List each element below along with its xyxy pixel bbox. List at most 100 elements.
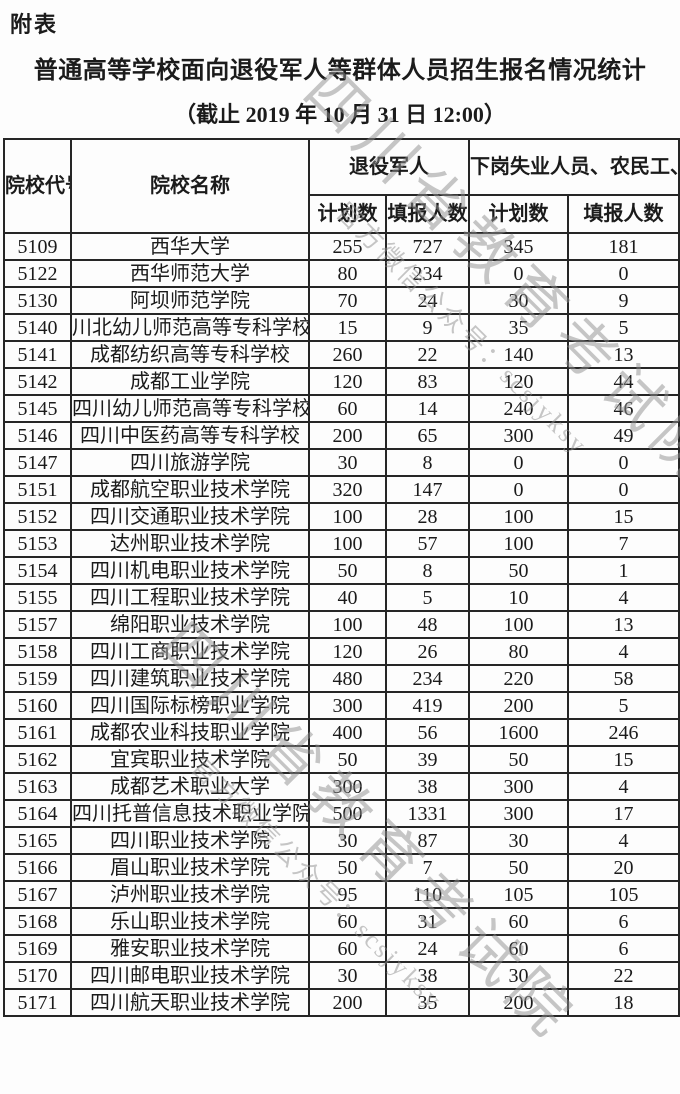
table-row: 5165 四川职业技术学院 30 87 30 4: [3, 826, 680, 855]
filled-count-workers: 13: [567, 610, 680, 639]
plan-count-veterans: 50: [308, 556, 387, 585]
filled-count-workers: 22: [567, 961, 680, 990]
table-row: 5159 四川建筑职业技术学院 480 234 220 58: [3, 664, 680, 693]
plan-count-veterans: 60: [308, 934, 387, 963]
plan-count-workers: 30: [468, 961, 569, 990]
table-row: 5109 西华大学 255 727 345 181: [3, 232, 680, 261]
college-name: 四川旅游学院: [70, 448, 310, 477]
plan-count-veterans: 40: [308, 583, 387, 612]
plan-count-workers: 200: [468, 691, 569, 720]
college-name: 四川工商职业技术学院: [70, 637, 310, 666]
filled-count-workers: 20: [567, 853, 680, 882]
filled-count-workers: 18: [567, 988, 680, 1017]
plan-count-workers: 80: [468, 637, 569, 666]
college-name: 四川航天职业技术学院: [70, 988, 310, 1017]
plan-count-workers: 345: [468, 232, 569, 261]
filled-count-workers: 5: [567, 313, 680, 342]
header-plan-count-2: 计划数: [468, 194, 569, 234]
filled-count-workers: 58: [567, 664, 680, 693]
table-row: 5140 川北幼儿师范高等专科学校 15 9 35 5: [3, 313, 680, 342]
filled-count-veterans: 727: [385, 232, 470, 261]
filled-count-workers: 44: [567, 367, 680, 396]
plan-count-veterans: 100: [308, 529, 387, 558]
college-name: 成都农业科技职业学院: [70, 718, 310, 747]
table-body: 5109 西华大学 255 727 345 181 5122 西华师范大学 80 234 0 0 513…: [3, 232, 680, 1017]
plan-count-workers: 120: [468, 367, 569, 396]
college-code: 5140: [3, 313, 72, 342]
plan-count-workers: 240: [468, 394, 569, 423]
table-row: 5171 四川航天职业技术学院 200 35 200 18: [3, 988, 680, 1017]
college-name: 成都航空职业技术学院: [70, 475, 310, 504]
filled-count-workers: 0: [567, 475, 680, 504]
filled-count-veterans: 26: [385, 637, 470, 666]
college-code: 5141: [3, 340, 72, 369]
filled-count-veterans: 65: [385, 421, 470, 450]
plan-count-veterans: 300: [308, 772, 387, 801]
filled-count-veterans: 48: [385, 610, 470, 639]
college-name: 乐山职业技术学院: [70, 907, 310, 936]
table-row: 5163 成都艺术职业大学 300 38 300 4: [3, 772, 680, 801]
table-row: 5153 达州职业技术学院 100 57 100 7: [3, 529, 680, 558]
filled-count-veterans: 38: [385, 961, 470, 990]
college-code: 5151: [3, 475, 72, 504]
plan-count-veterans: 100: [308, 502, 387, 531]
college-name: 四川职业技术学院: [70, 826, 310, 855]
filled-count-workers: 13: [567, 340, 680, 369]
plan-count-workers: 50: [468, 556, 569, 585]
plan-count-workers: 100: [468, 502, 569, 531]
plan-count-veterans: 400: [308, 718, 387, 747]
plan-count-veterans: 60: [308, 907, 387, 936]
filled-count-veterans: 31: [385, 907, 470, 936]
filled-count-veterans: 28: [385, 502, 470, 531]
plan-count-workers: 35: [468, 313, 569, 342]
table-header: 院校代号 院校名称 退役军人 下岗失业人员、农民工、新型职业农民 计划数 填报人…: [3, 138, 680, 234]
plan-count-workers: 60: [468, 907, 569, 936]
plan-count-veterans: 200: [308, 988, 387, 1017]
filled-count-veterans: 22: [385, 340, 470, 369]
plan-count-veterans: 30: [308, 961, 387, 990]
table-row: 5154 四川机电职业技术学院 50 8 50 1: [3, 556, 680, 585]
filled-count-veterans: 24: [385, 934, 470, 963]
plan-count-workers: 300: [468, 421, 569, 450]
filled-count-veterans: 87: [385, 826, 470, 855]
table-row: 5169 雅安职业技术学院 60 24 60 6: [3, 934, 680, 963]
plan-count-veterans: 15: [308, 313, 387, 342]
plan-count-workers: 1600: [468, 718, 569, 747]
filled-count-workers: 7: [567, 529, 680, 558]
college-code: 5162: [3, 745, 72, 774]
plan-count-veterans: 100: [308, 610, 387, 639]
plan-count-veterans: 200: [308, 421, 387, 450]
filled-count-workers: 17: [567, 799, 680, 828]
college-name: 四川交通职业技术学院: [70, 502, 310, 531]
college-name: 成都工业学院: [70, 367, 310, 396]
filled-count-workers: 15: [567, 745, 680, 774]
college-name: 四川机电职业技术学院: [70, 556, 310, 585]
plan-count-veterans: 500: [308, 799, 387, 828]
college-name: 绵阳职业技术学院: [70, 610, 310, 639]
filled-count-workers: 1: [567, 556, 680, 585]
college-code: 5163: [3, 772, 72, 801]
college-code: 5160: [3, 691, 72, 720]
college-name: 四川国际标榜职业学院: [70, 691, 310, 720]
college-code: 5165: [3, 826, 72, 855]
table-row: 5130 阿坝师范学院 70 24 30 9: [3, 286, 680, 315]
filled-count-veterans: 234: [385, 259, 470, 288]
header-filled-count-1: 填报人数: [385, 194, 470, 234]
plan-count-veterans: 480: [308, 664, 387, 693]
college-name: 四川托普信息技术职业学院: [70, 799, 310, 828]
college-code: 5152: [3, 502, 72, 531]
filled-count-workers: 181: [567, 232, 680, 261]
plan-count-workers: 220: [468, 664, 569, 693]
filled-count-workers: 246: [567, 718, 680, 747]
college-name: 成都艺术职业大学: [70, 772, 310, 801]
filled-count-veterans: 5: [385, 583, 470, 612]
header-plan-count-1: 计划数: [308, 194, 387, 234]
college-name: 四川幼儿师范高等专科学校: [70, 394, 310, 423]
table-row: 5158 四川工商职业技术学院 120 26 80 4: [3, 637, 680, 666]
college-code: 5169: [3, 934, 72, 963]
filled-count-workers: 6: [567, 907, 680, 936]
plan-count-veterans: 60: [308, 394, 387, 423]
plan-count-workers: 50: [468, 853, 569, 882]
page-subtitle: （截止 2019 年 10 月 31 日 12:00）: [174, 102, 506, 127]
college-code: 5145: [3, 394, 72, 423]
